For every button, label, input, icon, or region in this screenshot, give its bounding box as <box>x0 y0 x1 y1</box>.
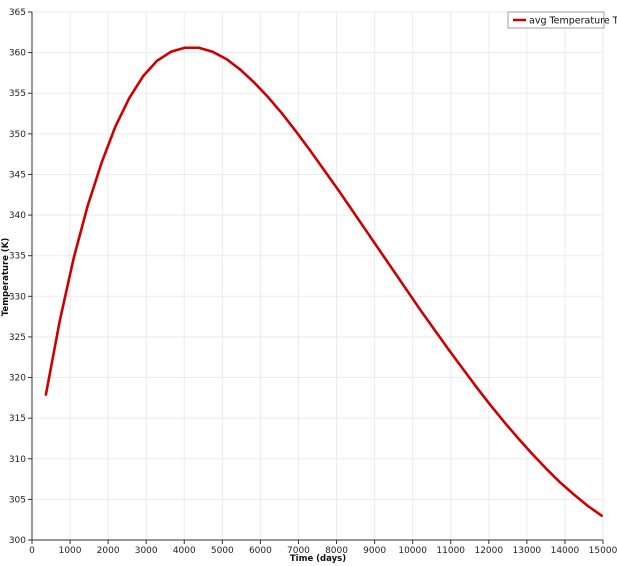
y-tick-label: 355 <box>9 89 26 99</box>
y-tick-label: 340 <box>9 211 26 221</box>
y-axis-title: Temperature (K) <box>1 238 11 317</box>
x-tick-label: 7000 <box>287 546 310 556</box>
y-tick-label: 305 <box>9 495 26 505</box>
y-tick-label: 300 <box>9 536 26 546</box>
x-tick-label: 9000 <box>363 546 386 556</box>
x-tick-label: 3000 <box>135 546 158 556</box>
y-tick-label: 330 <box>9 292 26 302</box>
x-tick-label: 1000 <box>59 546 82 556</box>
y-axis-ticks: 300 305 310 315 320 325 330 335 340 345 350 355 360 3… <box>9 8 32 546</box>
x-tick-label: 12000 <box>474 546 503 556</box>
x-axis-title: Time (days) <box>290 554 346 564</box>
series-lines <box>44 46 603 517</box>
legend-label: avg Temperature T <box>529 16 617 27</box>
y-tick-label: 345 <box>9 170 26 180</box>
legend-box <box>507 11 605 29</box>
y-tick-label: 335 <box>9 252 26 262</box>
x-axis-ticks: 0 1000 2000 3000 4000 5000 6000 7000 8000 9000 100… <box>29 540 617 556</box>
x-tick-label: 6000 <box>249 546 272 556</box>
x-tick-label: 4000 <box>173 546 196 556</box>
y-tick-label: 360 <box>9 49 26 59</box>
y-tick-label: 325 <box>9 333 26 343</box>
x-tick-label: 5000 <box>211 546 234 556</box>
x-tick-label: 0 <box>29 546 35 556</box>
y-tick-label: 310 <box>9 455 26 465</box>
y-tick-label: 350 <box>9 130 26 140</box>
y-tick-label: 365 <box>9 8 26 18</box>
x-tick-label: 2000 <box>97 546 120 556</box>
grid-lines <box>31 11 604 541</box>
x-tick-label: 11000 <box>436 546 465 556</box>
x-tick-label: 14000 <box>551 546 580 556</box>
y-tick-label: 315 <box>9 414 26 424</box>
axes <box>31 12 603 541</box>
legend: avg Temperature T <box>507 11 617 29</box>
x-tick-label: 8000 <box>325 546 348 556</box>
y-tick-label: 320 <box>9 374 26 384</box>
x-tick-label: 13000 <box>513 546 542 556</box>
x-tick-label: 15000 <box>589 546 617 556</box>
x-tick-label: 10000 <box>398 546 427 556</box>
